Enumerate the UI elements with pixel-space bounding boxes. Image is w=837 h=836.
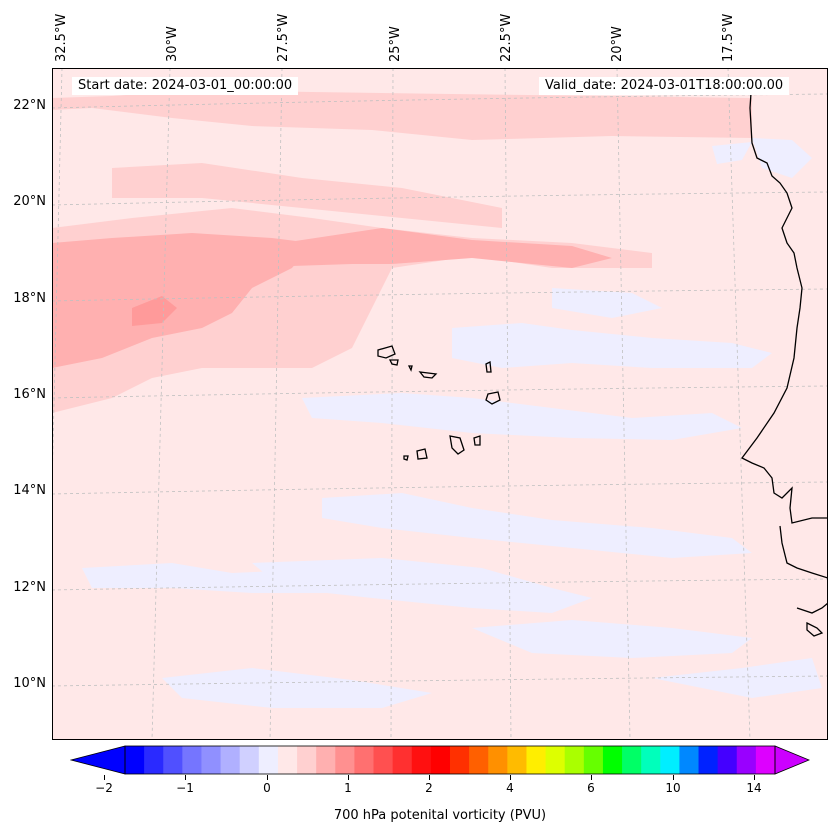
colorbar-cell [373, 746, 394, 774]
pv-region [52, 233, 312, 368]
colorbar-cell [641, 746, 661, 774]
colorbar-max-extension [774, 745, 810, 775]
colorbar-cell [354, 746, 375, 774]
pv-region [282, 228, 612, 268]
colorbar-cell [335, 746, 356, 774]
colorbar-tick-label: 6 [587, 781, 595, 795]
colorbar-cells [125, 746, 776, 774]
colorbar-cell [430, 746, 451, 774]
lat-label: 20°N [13, 194, 46, 209]
lon-label: 27.5°W [276, 13, 291, 62]
lat-label: 12°N [13, 580, 46, 595]
colorbar-cell [392, 746, 413, 774]
colorbar-tick-label: −1 [176, 781, 194, 795]
colorbar [70, 745, 810, 775]
colorbar-cell [201, 746, 222, 774]
coastline [741, 77, 828, 524]
colorbar-cell [488, 746, 508, 774]
lat-label: 16°N [13, 387, 46, 402]
colorbar-cell [602, 746, 623, 774]
colorbar-cell [163, 746, 183, 774]
pv-region [52, 90, 752, 140]
coastline [779, 525, 828, 579]
colorbar-cell [717, 746, 738, 774]
valid-date-label: Valid_date: 2024-03-01T18:00:00.00 [539, 77, 790, 95]
colorbar-cell [507, 746, 528, 774]
colorbar-cell [182, 746, 203, 774]
colorbar-tick-label: 2 [425, 781, 433, 795]
colorbar-tick-label: 14 [746, 781, 762, 795]
colorbar-tick-label: 4 [506, 781, 514, 795]
lon-label: 22.5°W [499, 13, 514, 62]
lon-label: 32.5°W [54, 13, 69, 62]
lat-label: 10°N [13, 676, 46, 691]
lon-label: 20°W [610, 26, 625, 62]
lat-label: 22°N [13, 98, 46, 113]
map-plot [52, 68, 828, 740]
colorbar-tick-label: −2 [95, 781, 113, 795]
colorbar-cell [277, 746, 298, 774]
colorbar-cell [450, 746, 470, 774]
colorbar-cell [316, 746, 336, 774]
colorbar-cell [469, 746, 489, 774]
colorbar-cell [411, 746, 432, 774]
colorbar-tick-label: 10 [665, 781, 681, 795]
negative-pv-regions [82, 138, 822, 708]
colorbar-ticks: −2 −1 0 1 2 4 6 10 14 [70, 775, 810, 805]
lon-label: 30°W [165, 26, 180, 62]
map-border [52, 68, 828, 740]
lat-label: 18°N [13, 291, 46, 306]
colorbar-min-extension [70, 745, 126, 775]
colorbar-cell [583, 746, 604, 774]
colorbar-cell [545, 746, 566, 774]
pv-region [132, 296, 177, 326]
colorbar-tick-label: 1 [344, 781, 352, 795]
colorbar-cell [258, 746, 279, 774]
colorbar-cell [144, 746, 164, 774]
colorbar-cell [239, 746, 260, 774]
coastline [796, 602, 828, 614]
colorbar-cell [736, 746, 757, 774]
cape-verde-islands [377, 345, 501, 461]
colorbar-cell [220, 746, 241, 774]
coastline [806, 621, 824, 637]
colorbar-frame [124, 745, 776, 775]
start-date-label: Start date: 2024-03-01_00:00:00 [72, 77, 299, 95]
colorbar-cell [564, 746, 585, 774]
colorbar-cell [698, 746, 719, 774]
colorbar-cell [755, 746, 776, 774]
lat-label: 14°N [13, 483, 46, 498]
colorbar-cell [679, 746, 700, 774]
graticule [52, 68, 828, 740]
colorbar-tick-label: 0 [263, 781, 271, 795]
pv-region [112, 163, 502, 228]
lon-label: 25°W [388, 26, 403, 62]
colorbar-cell [660, 746, 681, 774]
lon-label: 17.5°W [721, 13, 736, 62]
colorbar-label: 700 hPa potenital vorticity (PVU) [333, 808, 547, 823]
colorbar-cell [297, 746, 317, 774]
colorbar-cell [125, 746, 145, 774]
colorbar-cell [526, 746, 547, 774]
colorbar-cell [622, 746, 642, 774]
